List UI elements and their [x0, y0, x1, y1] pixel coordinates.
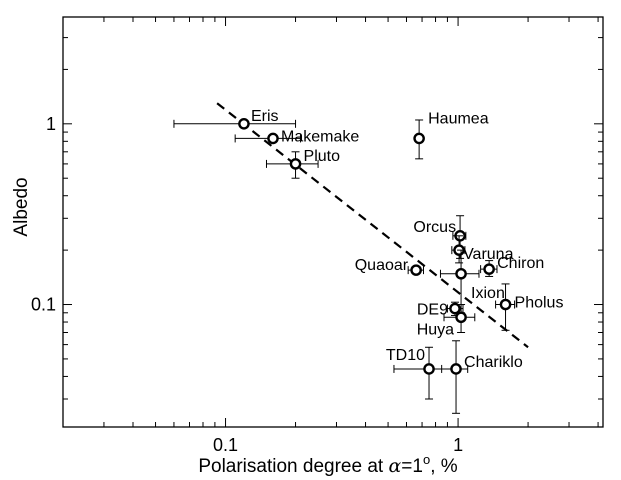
point-label: Pholus	[515, 295, 564, 312]
data-point-ixion: Ixion	[439, 249, 505, 314]
data-point-td10: TD10	[386, 346, 456, 400]
point-label: Makemake	[281, 128, 359, 145]
point-label: Pluto	[304, 148, 341, 165]
point-label: DE9	[417, 302, 448, 319]
y-tick-label: 0.1	[31, 295, 56, 315]
trend-line	[216, 102, 529, 349]
data-point-chariklo: Chariklo	[441, 340, 523, 414]
data-marker	[449, 302, 461, 315]
y-tick-label: 1	[46, 114, 56, 134]
data-point-eris: Eris	[173, 108, 297, 130]
point-label: Haumea	[428, 110, 489, 127]
point-label: Eris	[251, 108, 279, 125]
degree-superscript: o	[423, 452, 430, 467]
data-marker	[267, 132, 279, 145]
x-axis-title-text: Polarisation degree at	[198, 456, 388, 477]
y-axis-title: Albedo	[11, 177, 32, 236]
x-tick-label: 0.1	[213, 435, 238, 455]
data-marker	[455, 311, 467, 324]
x-tick-label: 1	[453, 435, 463, 455]
data-marker	[238, 118, 250, 130]
data-point-de9: DE9	[417, 302, 464, 319]
data-point-pholus: Pholus	[495, 283, 564, 331]
data-point-quaoar: Quaoar	[355, 257, 424, 276]
data-marker	[450, 363, 462, 375]
point-label: Ixion	[471, 285, 505, 302]
data-marker	[483, 263, 495, 275]
data-marker	[499, 298, 512, 311]
point-label: Huya	[417, 321, 454, 338]
point-label: TD10	[386, 347, 425, 364]
point-label: Quaoar	[355, 257, 409, 274]
data-point-pluto: Pluto	[265, 148, 341, 179]
point-label: Chiron	[497, 255, 544, 272]
data-marker	[289, 158, 302, 170]
data-point-haumea: Haumea	[413, 110, 489, 160]
data-marker	[455, 267, 467, 280]
point-label: Chariklo	[464, 354, 523, 371]
point-label: Orcus	[413, 219, 456, 236]
x-axis-title-unit: , %	[430, 456, 458, 477]
alpha-symbol: α	[388, 455, 401, 477]
data-point-huya: Huya	[417, 304, 476, 338]
plot-frame	[62, 16, 604, 428]
data-point-chiron: Chiron	[480, 255, 544, 277]
axes: 0.1 1 0.1 1	[31, 17, 603, 455]
data-point-makemake: Makemake	[234, 128, 359, 145]
data-marker	[410, 264, 422, 276]
data-marker	[423, 363, 435, 375]
x-axis-title: Polarisation degree at α=1o, %	[198, 452, 457, 477]
plot-area	[62, 16, 604, 428]
point-label: Varuna	[463, 246, 514, 263]
data-marker	[413, 132, 425, 145]
trend-line-layer	[216, 102, 529, 349]
x-axis-title-value: =1	[401, 456, 423, 477]
